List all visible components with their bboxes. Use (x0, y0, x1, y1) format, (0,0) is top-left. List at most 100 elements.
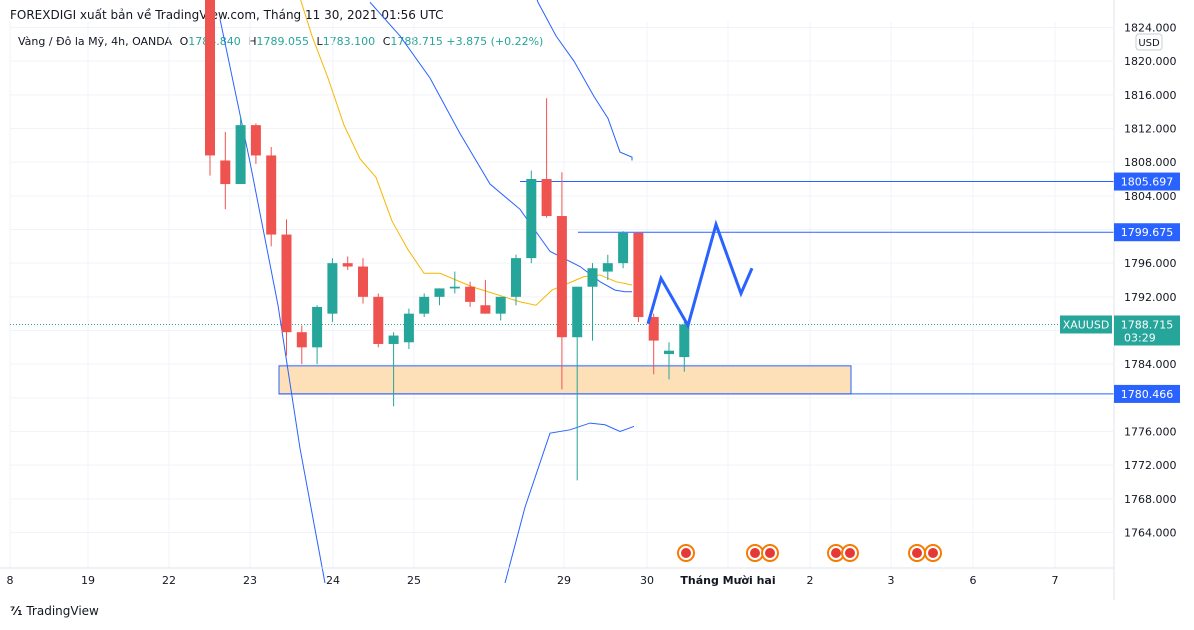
candle-body (312, 306, 323, 348)
candle-body (373, 296, 384, 344)
price-axis-tick-label: 1808.000 (1124, 156, 1177, 169)
currency-button-frame (1135, 33, 1163, 51)
price-axis-tick-label: 1812.000 (1124, 123, 1177, 136)
economic-event-flag-icon (831, 548, 841, 558)
economic-event-flag-icon (912, 548, 922, 558)
candle-body (235, 125, 246, 185)
candle-body (449, 286, 460, 289)
bar-countdown: 03:29 (1124, 331, 1156, 344)
time-axis-tick-label: 7 (1052, 574, 1059, 587)
tradingview-logo-icon: ⁷⁄₁ (10, 604, 23, 618)
price-axis-tick-label: 1784.000 (1124, 358, 1177, 371)
price-axis-tick-label: 1820.000 (1124, 55, 1177, 68)
close-label: C (382, 35, 391, 48)
change-value: +3.875 (+0.22%) (446, 35, 544, 48)
candle-body (526, 179, 537, 259)
price-axis-tick-label: 1768.000 (1124, 493, 1177, 506)
candle-body (511, 258, 521, 297)
price-level-value: 1780.466 (1121, 388, 1174, 401)
price-axis-tick-label: 1772.000 (1124, 459, 1177, 472)
high-value: 1789.055 (256, 35, 310, 48)
economic-event-flag-icon (681, 548, 691, 558)
price-level-tag (1114, 384, 1180, 403)
candle-body (480, 305, 491, 314)
low-value: 1783.100 (322, 35, 376, 48)
economic-event-flag-icon (765, 548, 775, 558)
bollinger-lower-line-right (504, 422, 635, 584)
time-axis-tick-label: 29 (557, 574, 571, 587)
close-value: 1788.715 (390, 35, 443, 48)
candle-body (403, 313, 414, 343)
candle-body (220, 160, 231, 185)
price-level-value: 1805.697 (1121, 176, 1174, 189)
candle-body (633, 232, 644, 318)
time-axis-tick-label: 23 (243, 574, 257, 587)
candles (205, 0, 690, 481)
publisher-header: FOREXDIGI xuất bản về TradingView.com, T… (10, 8, 444, 22)
time-axis-tick-label: 24 (326, 574, 340, 587)
candle-body (296, 332, 307, 348)
candle-body (679, 324, 690, 358)
tradingview-footer[interactable]: ⁷⁄₁ TradingView (10, 604, 99, 618)
moving-average-line (300, 0, 633, 306)
candle-body (205, 0, 215, 156)
candle-body (495, 296, 506, 314)
bollinger-upper-line (536, 0, 633, 161)
price-axis-tick-label: 1796.000 (1124, 257, 1177, 270)
candle-body (434, 288, 445, 297)
candle-body (342, 263, 353, 267)
bollinger-lower-line (219, 18, 326, 584)
price-level-value: 1799.675 (1121, 226, 1174, 239)
time-axis-tick-label: 19 (81, 574, 95, 587)
candle-body (358, 266, 368, 297)
economic-event-flag-icon (928, 548, 938, 558)
candle-body (419, 296, 430, 314)
economic-event-flag-icon (845, 548, 855, 558)
demand-zone (278, 365, 852, 395)
economic-event-flag-icon (750, 548, 760, 558)
projected-path (646, 219, 754, 330)
price-axis-tick-label: 1824.000 (1124, 22, 1177, 35)
time-axis: 8 19 22 23 24 25 29 30 Tháng Mười hai 2 3 6 7 (0, 567, 1114, 587)
price-axis-tick-label: 1764.000 (1124, 527, 1177, 540)
candle-body (327, 263, 338, 314)
time-axis-tick-label: 25 (407, 574, 421, 587)
time-axis-tick-label: Tháng Mười hai (680, 574, 775, 587)
price-axis-tick-label: 1792.000 (1124, 291, 1177, 304)
symbol-legend: Vàng / Đô la Mỹ, 4h, OANDA O1784.840 H17… (18, 35, 543, 48)
time-axis-tick-label: 22 (162, 574, 176, 587)
price-axis-labels: 1805.697 1799.675 1780.466 USD XAUUSD 1788.71… (1060, 33, 1180, 403)
projection-path (646, 219, 754, 330)
bollinger-middle-line (369, 1, 632, 293)
time-axis-tick-label: 2 (807, 574, 814, 587)
candle-body (541, 179, 552, 217)
price-axis-tick-label: 1776.000 (1124, 426, 1177, 439)
candle-body (648, 317, 659, 341)
candle-body (618, 232, 629, 264)
time-axis-tick-label: 6 (970, 574, 977, 587)
current-price-value: 1788.715 (1121, 318, 1174, 331)
price-axis-tick-label: 1816.000 (1124, 89, 1177, 102)
high-label: H (248, 35, 257, 48)
candle-body (465, 286, 476, 302)
candle-body (587, 268, 598, 287)
currency-button[interactable]: USD (1138, 38, 1160, 49)
price-axis: 1764.0001768.0001772.0001776.0001780.000… (1113, 0, 1177, 600)
candle-body (556, 216, 567, 338)
current-price-tag (1114, 315, 1180, 346)
symbol-description: Vàng / Đô la Mỹ, 4h, OANDA (18, 35, 173, 48)
price-level-tag (1114, 172, 1180, 191)
symbol-tag (1060, 315, 1112, 334)
symbol-tag-label: XAUUSD (1063, 318, 1110, 331)
candle-body (572, 286, 583, 338)
demand-zone-rect (278, 365, 852, 395)
low-label: L (316, 35, 323, 48)
candle-body (250, 125, 261, 156)
candle-body (266, 155, 277, 235)
event-icons (677, 544, 942, 562)
time-axis-tick-label: 8 (7, 574, 14, 587)
tradingview-brand: TradingView (26, 604, 99, 618)
time-axis-tick-label: 3 (888, 574, 895, 587)
open-label: O (179, 35, 189, 48)
